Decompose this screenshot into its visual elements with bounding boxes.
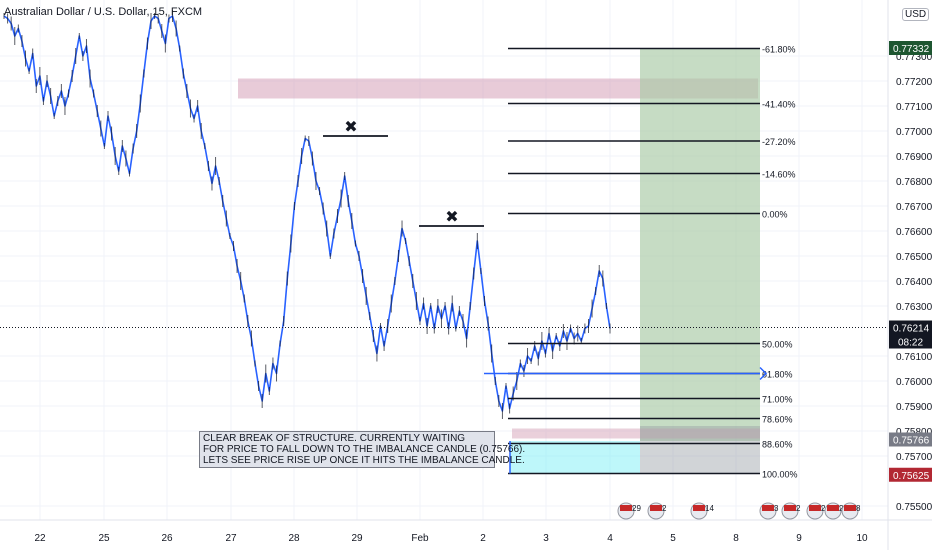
event-count-label: 3 [774,504,779,513]
swing-mark-icon: ✖ [344,117,357,136]
price-tick-label: 0.77200 [896,77,932,88]
event-flag-stripe [827,505,839,511]
annotation-line-3: LETS SEE PRICE RISE UP ONCE IT HITS THE … [203,455,525,466]
fib-level-label: 0.00% [762,210,788,220]
zone-imbalance_low [512,428,760,439]
price-tick-label: 0.77300 [896,52,932,63]
fib-level-label: -61.80% [762,45,796,55]
time-tick-label: 28 [288,533,300,544]
event-flag-stripe [693,505,705,511]
time-tick-label: 22 [34,533,46,544]
entry-arrow [759,366,768,381]
price-tag [889,41,932,55]
fib-level-label: -41.40% [762,100,796,110]
price-tag-label: 0.75625 [893,471,930,482]
fib-level-label: 71.00% [762,395,793,405]
event-flag-stripe [650,505,662,511]
fibonacci-tool[interactable]: -61.80% -41.40% -27.20% -14.60% 0.00% 50.00% 6… [508,45,798,480]
time-tick-label: 3 [543,533,549,544]
price-tick-label: 0.76600 [896,227,932,238]
price-tick-label: 0.76300 [896,302,932,313]
countdown-label: 08:22 [898,338,923,349]
time-tick-label: 8 [733,533,739,544]
text-annotation[interactable]: CLEAR BREAK OF STRUCTURE. CURRENTLY WAIT… [199,431,526,468]
zone-imbalance_top [238,78,758,99]
fib-level-label: 88.60% [762,440,793,450]
symbol-title[interactable]: Australian Dollar / U.S. Dollar, 15, FXC… [4,6,203,18]
time-tick-label: 5 [670,533,676,544]
price-tick-label: 0.75500 [896,502,932,513]
price-tick-label: 0.76500 [896,252,932,263]
time-tick-label: 29 [351,533,363,544]
price-tag-label: 0.77332 [893,44,930,55]
price-tick-label: 0.76100 [896,352,932,363]
price-series [3,10,611,419]
price-tick-label: 0.76800 [896,177,932,188]
event-count-label: 2 [821,504,826,513]
zone-stop [510,441,640,474]
time-tick-label: 4 [607,533,613,544]
event-flag-stripe [762,505,774,511]
price-tick-label: 0.77000 [896,127,932,138]
price-tick-label: 0.76900 [896,152,932,163]
event-flag-stripe [784,505,796,511]
fib-level-label: 50.00% [762,340,793,350]
price-tick-label: 0.76000 [896,377,932,388]
overlay-lines: ✖✖ [0,117,888,381]
currency-label[interactable]: USD [902,8,930,21]
event-count-label: 14 [705,504,714,513]
annotation-line-1: CLEAR BREAK OF STRUCTURE. CURRENTLY WAIT… [203,433,466,444]
fib-level-label: 78.60% [762,415,793,425]
time-tick-label: 27 [225,533,237,544]
price-line [3,15,611,412]
price-tick-label: 0.76400 [896,277,932,288]
time-axis[interactable]: 22 25 26 27 28 29 Feb 2 3 4 5 8 9 10 [0,519,932,544]
price-tag [889,467,932,482]
fib-level-label: -27.20% [762,137,796,147]
time-tick-label: 25 [98,533,110,544]
fib-level-label: 61.80% [762,370,793,380]
time-tick-label: Feb [411,533,429,544]
price-axis[interactable]: 0.77300 0.77200 0.77100 0.77000 0.76900 0.768… [887,0,932,550]
event-count-label: 2 [796,504,801,513]
zones [238,48,760,474]
swing-mark-icon: ✖ [445,207,458,226]
price-tick-label: 0.77100 [896,102,932,113]
price-tick-label: 0.75900 [896,402,932,413]
time-tick-label: 9 [796,533,802,544]
event-flag-stripe [620,505,632,511]
time-tick-label: 2 [480,533,486,544]
fib-level-label: -14.60% [762,170,796,180]
price-tag [889,432,932,447]
price-tag-label: 0.75766 [893,436,930,447]
event-flag-stripe [809,505,821,511]
price-tag-label: 0.76214 [893,324,930,335]
time-tick-label: 26 [161,533,173,544]
price-tick-label: 0.76700 [896,202,932,213]
fib-level-label: 100.00% [762,470,798,480]
zone-stop-overlay [640,426,760,474]
event-count-label: 8 [856,504,861,513]
event-flag-stripe [844,505,856,511]
event-count-label: 2 [662,504,667,513]
zone-profit [640,48,760,441]
annotation-line-2: FOR PRICE TO FALL DOWN TO THE IMBALANCE … [203,444,526,455]
economic-events[interactable]: 29214322228 [617,502,861,520]
price-tag [889,320,932,349]
price-tick-label: 0.75700 [896,452,932,463]
time-tick-label: 10 [856,533,868,544]
event-count-label: 29 [632,504,641,513]
